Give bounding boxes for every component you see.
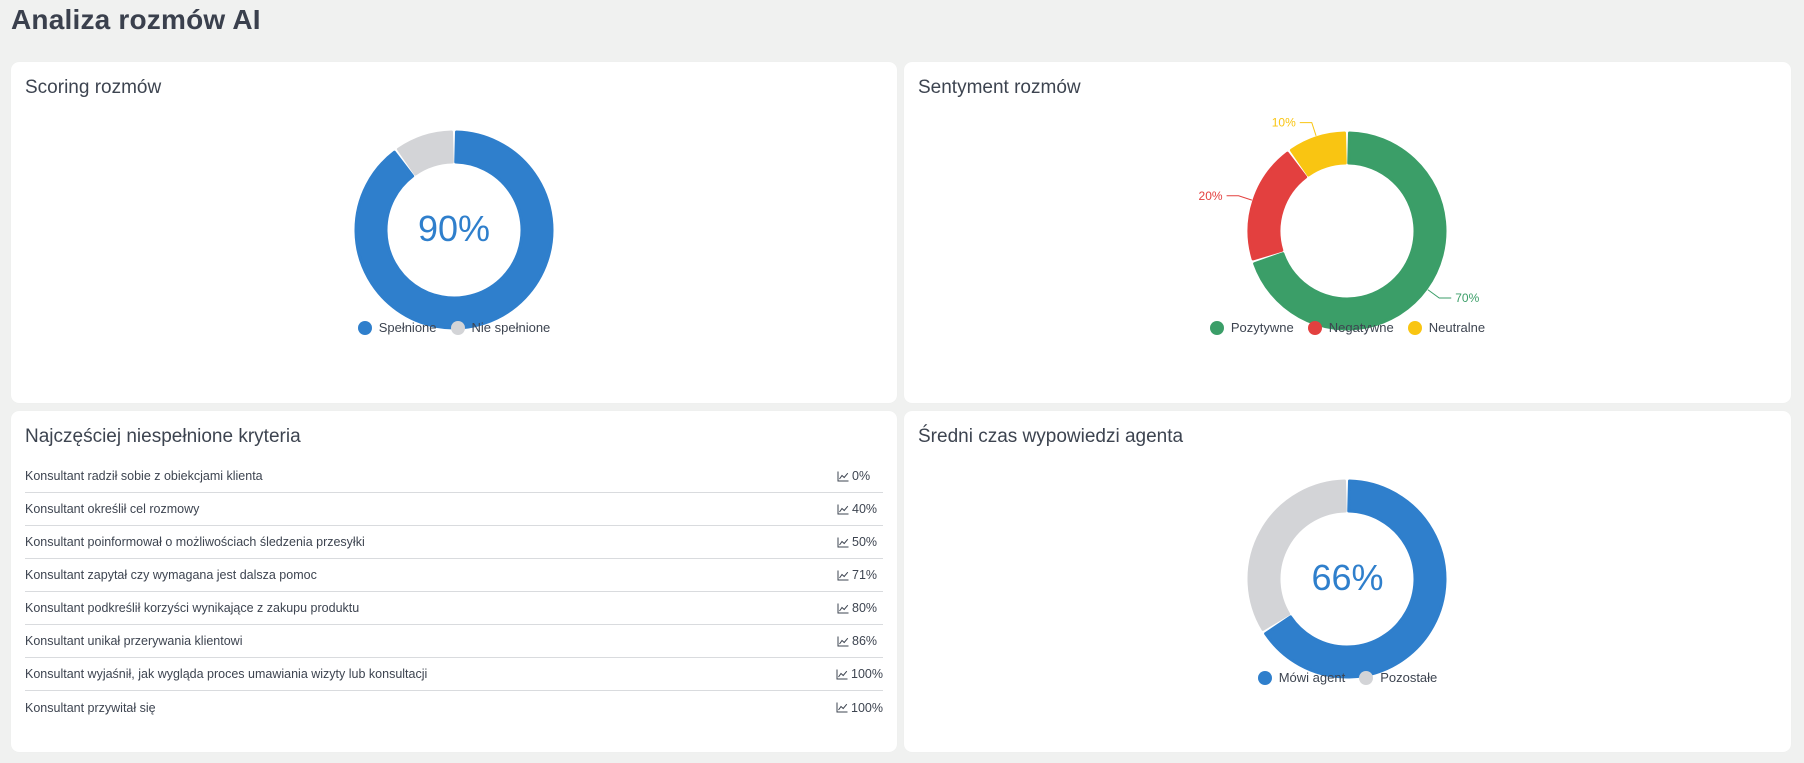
- criteria-value-text: 100%: [851, 700, 883, 715]
- trend-chart-icon: [837, 537, 849, 547]
- criteria-label: Konsultant wyjaśnił, jak wygląda proces …: [25, 667, 428, 681]
- page-title: Analiza rozmów AI: [11, 4, 261, 35]
- criteria-list: Konsultant radził sobie z obiekcjami kli…: [25, 460, 883, 724]
- legend-dot: [357, 320, 372, 335]
- criteria-label: Konsultant unikał przerywania klientowi: [25, 634, 243, 648]
- criteria-value: 100%: [836, 667, 883, 681]
- speech-legend: Mówi agent Pozostałe: [904, 670, 1791, 685]
- criteria-value: 100%: [836, 701, 883, 715]
- legend-label: Nie spełnione: [471, 320, 551, 335]
- criteria-value-text: 100%: [851, 667, 883, 681]
- legend-dot: [1257, 670, 1272, 685]
- legend-item-neutralne[interactable]: Neutralne: [1407, 320, 1486, 335]
- legend-dot: [1209, 320, 1224, 335]
- trend-chart-icon: [836, 669, 848, 679]
- criteria-row[interactable]: Konsultant podkreślił korzyści wynikając…: [25, 592, 883, 625]
- criteria-row[interactable]: Konsultant poinformował o możliwościach …: [25, 526, 883, 559]
- trend-chart-icon: [837, 504, 849, 514]
- criteria-row[interactable]: Konsultant przywitał się 100%: [25, 691, 883, 724]
- scoring-donut-chart: [354, 130, 554, 330]
- sentiment-callout-line: [1427, 289, 1452, 299]
- scoring-slice-0[interactable]: [354, 130, 554, 330]
- sentiment-pct-label: 70%: [1455, 291, 1479, 305]
- sentiment-slice-1[interactable]: [1247, 151, 1308, 261]
- legend-item-nie-spelnione[interactable]: Nie spełnione: [450, 320, 551, 335]
- legend-item-pozytywne[interactable]: Pozytywne: [1209, 320, 1294, 335]
- speech-title: Średni czas wypowiedzi agenta: [918, 426, 1184, 447]
- criteria-value-text: 0%: [852, 469, 871, 483]
- criteria-row[interactable]: Konsultant unikał przerywania klientowi 8…: [25, 625, 883, 658]
- sentiment-pct-label: 10%: [1272, 116, 1296, 130]
- legend-item-negatywne[interactable]: Negatywne: [1307, 320, 1394, 335]
- sentiment-slice-2[interactable]: [1289, 131, 1347, 177]
- criteria-value-text: 40%: [852, 502, 878, 516]
- speech-donut-chart: [1247, 479, 1447, 679]
- legend-item-mowi-agent[interactable]: Mówi agent: [1257, 670, 1346, 685]
- legend-label: Mówi agent: [1278, 670, 1346, 685]
- trend-chart-icon: [837, 570, 849, 580]
- speech-center-value: 66%: [1311, 557, 1384, 598]
- criteria-card: Najczęściej niespełnione kryteria Konsul…: [11, 411, 897, 752]
- scoring-slice-1[interactable]: [396, 130, 454, 176]
- legend-dot: [450, 320, 465, 335]
- criteria-title: Najczęściej niespełnione kryteria: [25, 426, 301, 447]
- criteria-row[interactable]: Konsultant radził sobie z obiekcjami kli…: [25, 460, 883, 493]
- sentiment-callout-line: [1226, 195, 1253, 201]
- trend-chart-icon: [836, 702, 848, 713]
- scoring-legend: Spełnione Nie spełnione: [11, 320, 897, 335]
- trend-chart-icon: [837, 603, 849, 613]
- legend-label: Pozostałe: [1380, 670, 1438, 685]
- criteria-row[interactable]: Konsultant wyjaśnił, jak wygląda proces …: [25, 658, 883, 691]
- legend-label: Pozytywne: [1230, 320, 1294, 335]
- criteria-label: Konsultant zapytał czy wymagana jest dal…: [25, 568, 317, 582]
- sentiment-pct-label: 20%: [1199, 189, 1223, 203]
- legend-label: Neutralne: [1428, 320, 1486, 335]
- criteria-value: 71%: [837, 568, 883, 582]
- speech-slice-0[interactable]: [1264, 479, 1447, 679]
- criteria-label: Konsultant przywitał się: [25, 700, 156, 715]
- criteria-value: 80%: [837, 601, 883, 615]
- criteria-value: 0%: [837, 469, 883, 483]
- sentiment-card: Sentyment rozmów 70% 20% 10% Pozytywne Neg…: [904, 62, 1791, 403]
- criteria-row[interactable]: Konsultant zapytał czy wymagana jest dal…: [25, 559, 883, 592]
- criteria-label: Konsultant poinformował o możliwościach …: [25, 535, 365, 549]
- scoring-center-value: 90%: [417, 208, 491, 249]
- speech-slice-1[interactable]: [1247, 479, 1347, 631]
- legend-label: Spełnione: [378, 320, 437, 335]
- criteria-label: Konsultant określił cel rozmowy: [25, 502, 200, 516]
- trend-chart-icon: [837, 636, 849, 646]
- criteria-value-text: 80%: [852, 601, 878, 615]
- legend-dot: [1307, 320, 1322, 335]
- criteria-value-text: 50%: [852, 535, 878, 549]
- criteria-value: 40%: [837, 502, 883, 516]
- criteria-label: Konsultant podkreślił korzyści wynikając…: [25, 601, 360, 615]
- sentiment-title: Sentyment rozmów: [918, 77, 1081, 98]
- speech-card: Średni czas wypowiedzi agenta 66% Mówi a…: [904, 411, 1791, 752]
- scoring-title: Scoring rozmów: [25, 77, 162, 98]
- sentiment-slice-0[interactable]: [1253, 131, 1447, 331]
- sentiment-legend: Pozytywne Negatywne Neutralne: [904, 320, 1791, 335]
- legend-dot: [1359, 670, 1374, 685]
- legend-label: Negatywne: [1328, 320, 1394, 335]
- criteria-value: 86%: [837, 634, 883, 648]
- sentiment-donut-chart: 70% 20% 10%: [1199, 116, 1480, 331]
- trend-chart-icon: [837, 471, 849, 481]
- criteria-value: 50%: [837, 535, 883, 549]
- criteria-value-text: 71%: [852, 568, 878, 582]
- criteria-label: Konsultant radził sobie z obiekcjami kli…: [25, 469, 263, 483]
- criteria-row[interactable]: Konsultant określił cel rozmowy 40%: [25, 493, 883, 526]
- scoring-card: Scoring rozmów 90% Spełnione Nie spełnio…: [11, 62, 897, 403]
- sentiment-callout-line: [1299, 122, 1317, 137]
- criteria-value-text: 86%: [852, 634, 878, 648]
- legend-item-pozostale[interactable]: Pozostałe: [1359, 670, 1437, 685]
- legend-item-spelnione[interactable]: Spełnione: [357, 320, 437, 335]
- legend-dot: [1407, 320, 1422, 335]
